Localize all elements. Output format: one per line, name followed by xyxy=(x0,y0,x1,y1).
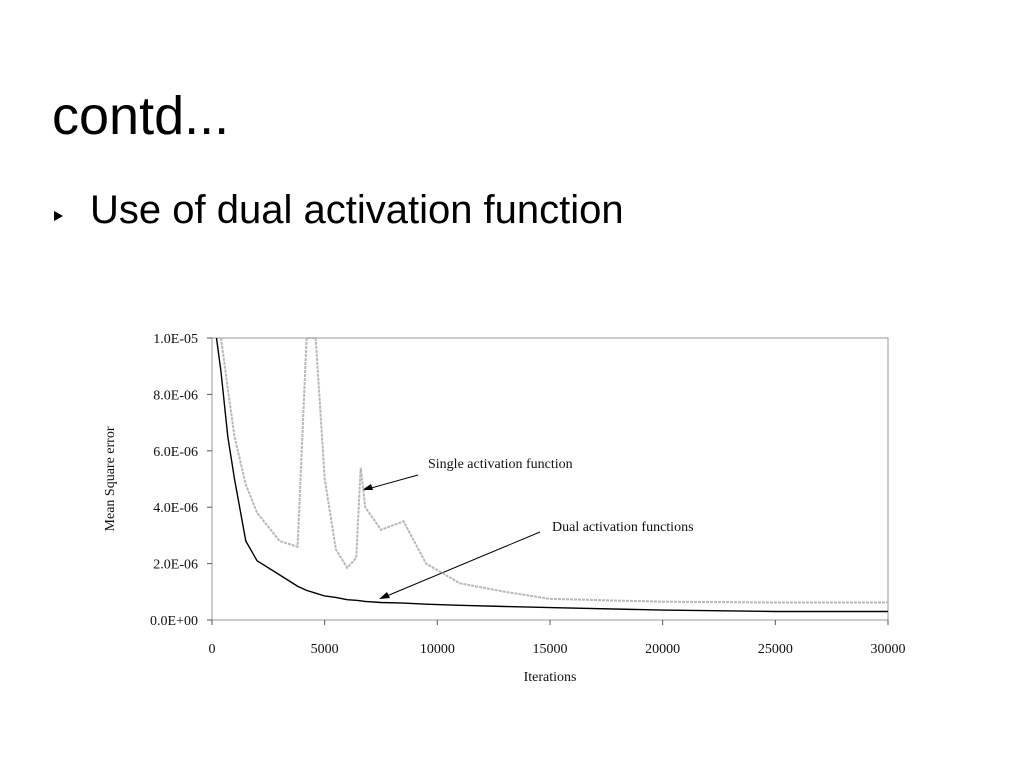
y-tick-label: 2.0E-06 xyxy=(153,558,198,573)
series-line xyxy=(215,337,888,613)
arrow xyxy=(363,474,419,491)
x-tick-label: 5000 xyxy=(311,642,339,657)
arrowhead xyxy=(379,592,390,599)
annotation: Single activation function xyxy=(428,457,573,472)
arrow xyxy=(381,531,541,599)
y-tick-label: 4.0E-06 xyxy=(153,501,198,516)
annotation: Dual activation functions xyxy=(552,520,694,535)
x-tick-label: 0 xyxy=(209,642,216,657)
x-tick-label: 20000 xyxy=(645,642,680,657)
plot-frame xyxy=(211,337,889,621)
x-tick-label: 25000 xyxy=(758,642,793,657)
x-tick-label: 30000 xyxy=(871,642,906,657)
bullet: Use of dual activation function xyxy=(90,188,624,232)
x-axis-label: Iterations xyxy=(524,670,577,685)
x-tick-label: 15000 xyxy=(533,642,568,657)
y-tick-label: 0.0E+00 xyxy=(150,614,198,629)
y-tick-label: 8.0E-06 xyxy=(153,388,198,403)
bullet-marker xyxy=(54,211,63,221)
y-tick-label: 1.0E-05 xyxy=(153,332,198,347)
x-tick-label: 10000 xyxy=(420,642,455,657)
arrowhead xyxy=(362,484,373,490)
y-axis-label: Mean Square error xyxy=(103,426,118,531)
series-line xyxy=(220,337,888,604)
slide-title: contd... xyxy=(52,86,229,146)
chart: Iterations Mean Square error Single acti… xyxy=(103,332,906,685)
y-tick-label: 6.0E-06 xyxy=(153,445,198,460)
